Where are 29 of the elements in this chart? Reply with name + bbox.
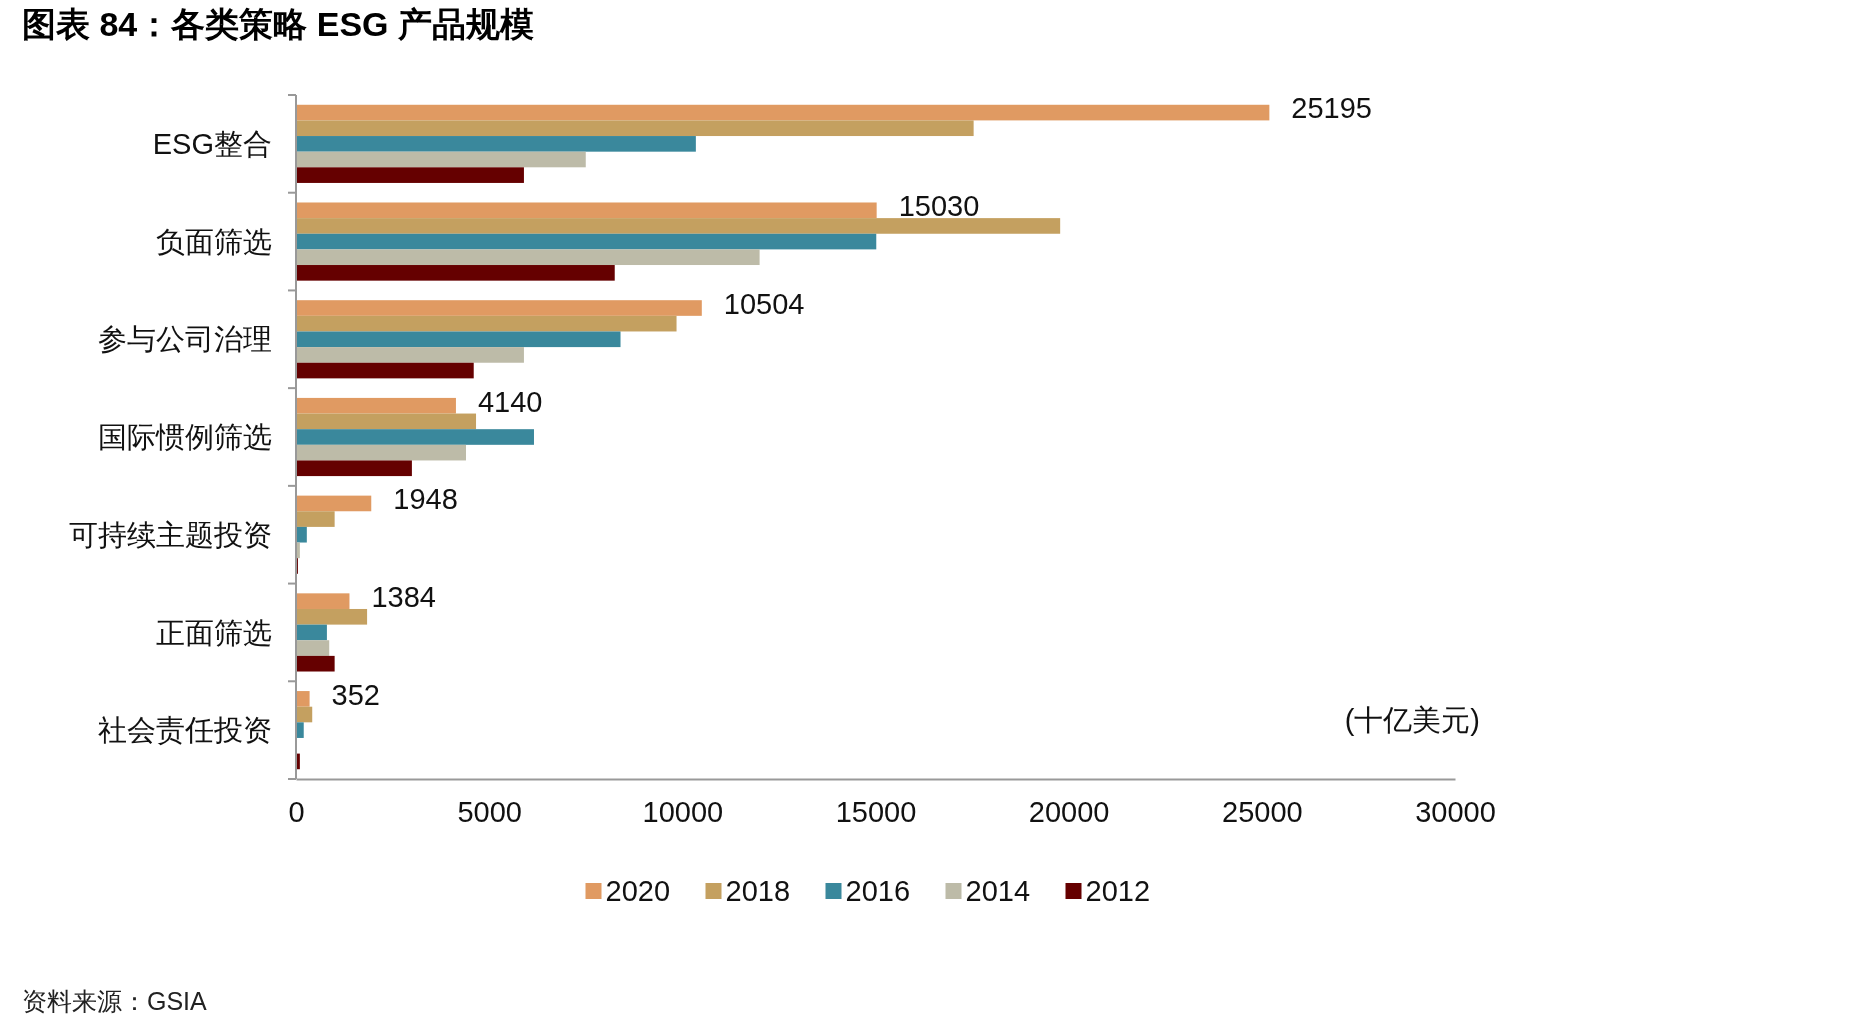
data-label: 25195 bbox=[1291, 92, 1373, 125]
x-tick-label: 5000 bbox=[457, 795, 522, 828]
y-tick-label: 国际惯例筛选 bbox=[98, 421, 272, 454]
data-label: 1384 bbox=[371, 580, 436, 613]
text: 资料来源：GSIA bbox=[22, 987, 208, 1015]
data-label: 15030 bbox=[898, 190, 980, 223]
chart-title: 图表 84：各类策略 ESG 产品规模 bbox=[22, 5, 534, 43]
y-tick-label: 社会责任投资 bbox=[98, 714, 272, 747]
legend-label: 2018 bbox=[725, 875, 791, 908]
x-tick-label: 25000 bbox=[1222, 795, 1303, 828]
data-label: 4140 bbox=[477, 385, 543, 418]
y-tick-label: 正面筛选 bbox=[156, 616, 272, 649]
legend-label: 2016 bbox=[845, 875, 911, 908]
y-tick-label: ESG整合 bbox=[152, 128, 272, 161]
x-tick-label: 0 bbox=[288, 795, 305, 828]
legend-label: 2020 bbox=[605, 875, 671, 908]
data-label: 352 bbox=[331, 678, 380, 711]
data-label: 10504 bbox=[723, 287, 805, 320]
y-tick-label: 参与公司治理 bbox=[98, 323, 272, 356]
legend-label: 2012 bbox=[1085, 875, 1151, 908]
legend-label: 2014 bbox=[965, 875, 1031, 908]
x-tick-label: 30000 bbox=[1415, 795, 1496, 828]
x-tick-label: 15000 bbox=[835, 795, 917, 828]
annotation: (十亿美元) bbox=[1344, 704, 1480, 736]
data-label: 1948 bbox=[393, 483, 458, 516]
x-tick-label: 10000 bbox=[642, 795, 724, 828]
x-tick-label: 20000 bbox=[1028, 795, 1110, 828]
y-tick-label: 可持续主题投资 bbox=[69, 518, 272, 551]
y-tick-label: 负面筛选 bbox=[156, 225, 272, 258]
